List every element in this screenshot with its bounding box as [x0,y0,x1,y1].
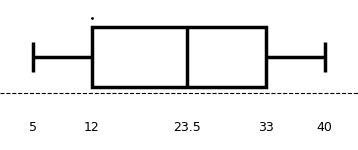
Bar [92,27,266,87]
Text: 40: 40 [317,121,333,134]
Text: 23.5: 23.5 [173,121,201,134]
Text: 12: 12 [84,121,100,134]
Text: 33: 33 [258,121,274,134]
Text: 5: 5 [29,121,37,134]
